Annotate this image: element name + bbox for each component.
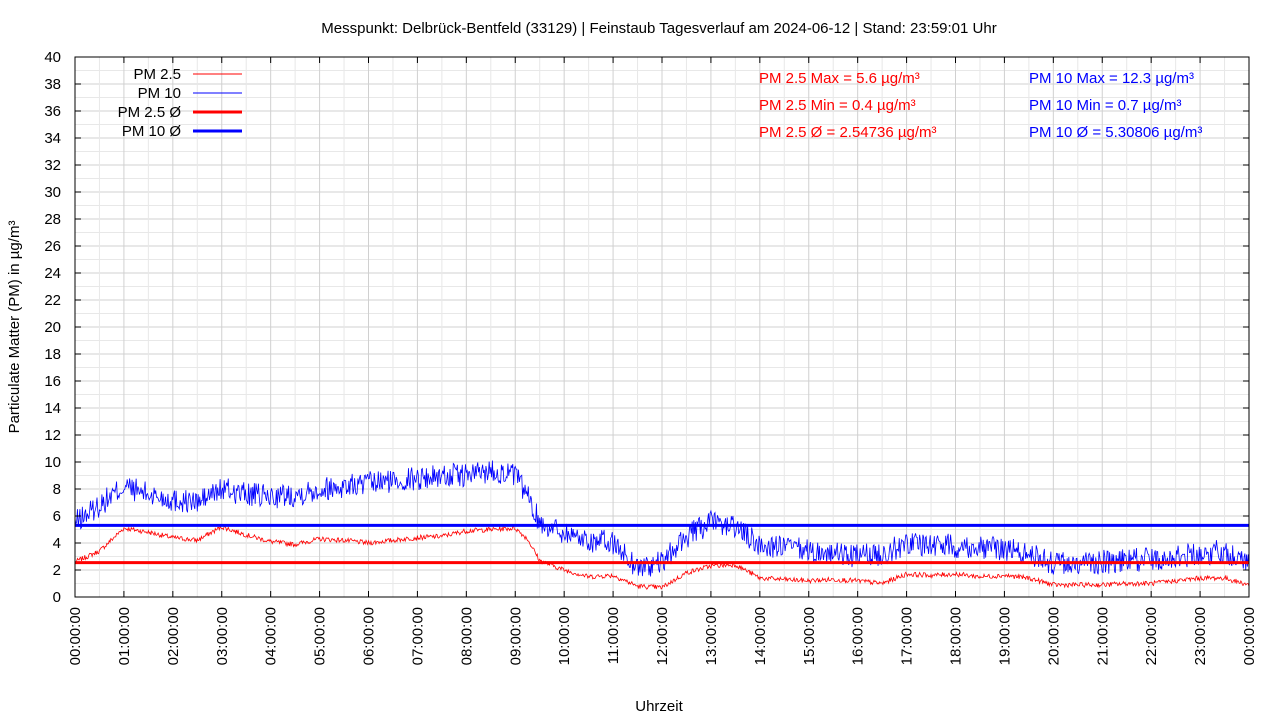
y-tick-label: 16 [44, 373, 61, 390]
stat-pm10-max: PM 10 Max = 12.3 µg/m³ [1029, 70, 1194, 87]
x-tick-label: 00:00:00 [1241, 607, 1258, 665]
stat-pm25-avg: PM 2.5 Ø = 2.54736 µg/m³ [759, 124, 936, 141]
x-tick-label: 14:00:00 [752, 607, 769, 665]
y-tick-label: 36 [44, 103, 61, 120]
x-tick-label: 07:00:00 [409, 607, 426, 665]
x-tick-label: 16:00:00 [850, 607, 867, 665]
stat-pm25-min: PM 2.5 Min = 0.4 µg/m³ [759, 97, 916, 114]
x-axis-label: Uhrzeit [635, 698, 683, 715]
stat-pm25-max: PM 2.5 Max = 5.6 µg/m³ [759, 70, 920, 87]
legend: PM 2.5 PM 10 PM 2.5 Ø PM 10 Ø [118, 66, 242, 140]
y-tick-label: 38 [44, 76, 61, 93]
legend-label-pm10-avg: PM 10 Ø [122, 123, 182, 140]
average-lines [75, 523, 1249, 565]
y-tick-label: 34 [44, 130, 61, 147]
x-tick-label: 08:00:00 [458, 607, 475, 665]
x-tick-label: 10:00:00 [556, 607, 573, 665]
x-tick-label: 11:00:00 [605, 607, 622, 664]
x-tick-label: 17:00:00 [899, 607, 916, 665]
legend-label-pm25: PM 2.5 [133, 66, 181, 83]
x-tick-label: 01:00:00 [116, 607, 133, 665]
y-tick-label: 18 [44, 346, 61, 363]
x-tick-label: 09:00:00 [507, 607, 524, 665]
y-tick-label: 2 [53, 562, 61, 579]
y-tick-label: 26 [44, 238, 61, 255]
x-tick-label: 05:00:00 [312, 607, 329, 665]
legend-label-pm10: PM 10 [138, 85, 181, 102]
x-axis: 00:00:00 01:00:00 02:00:00 03:00:00 04:00:00… [67, 57, 1258, 665]
y-tick-label: 8 [53, 481, 61, 498]
y-axis-label: Particulate Matter (PM) in µg/m³ [6, 221, 23, 434]
legend-label-pm25-avg: PM 2.5 Ø [118, 104, 182, 121]
x-tick-label: 23:00:00 [1192, 607, 1209, 665]
series-line-pm25 [74, 524, 1250, 590]
x-tick-label: 04:00:00 [263, 607, 280, 665]
x-tick-label: 13:00:00 [703, 607, 720, 665]
y-tick-label: 32 [44, 157, 61, 174]
series-layer [74, 460, 1250, 590]
y-tick-label: 22 [44, 292, 61, 309]
chart-title: Messpunkt: Delbrück-Bentfeld (33129) | F… [321, 20, 996, 37]
y-tick-label: 30 [44, 184, 61, 201]
y-tick-label: 10 [44, 454, 61, 471]
x-tick-label: 15:00:00 [801, 607, 818, 665]
y-tick-label: 4 [53, 535, 61, 552]
y-tick-label: 12 [44, 427, 61, 444]
x-tick-label: 22:00:00 [1143, 607, 1160, 665]
y-tick-label: 28 [44, 211, 61, 228]
grid [74, 56, 1250, 598]
x-tick-label: 02:00:00 [165, 607, 182, 665]
stat-pm10-min: PM 10 Min = 0.7 µg/m³ [1029, 97, 1181, 114]
x-tick-label: 18:00:00 [948, 607, 965, 665]
y-tick-label: 0 [53, 589, 61, 606]
y-tick-label: 24 [44, 265, 61, 282]
x-tick-label: 20:00:00 [1045, 607, 1062, 665]
series-line-pm10 [74, 460, 1250, 577]
x-tick-label: 00:00:00 [67, 607, 84, 665]
stats-annotations: PM 2.5 Max = 5.6 µg/m³ PM 2.5 Min = 0.4 … [759, 70, 1202, 141]
y-tick-label: 6 [53, 508, 61, 525]
y-tick-label: 14 [44, 400, 61, 417]
y-tick-label: 20 [44, 319, 61, 336]
stat-pm10-avg: PM 10 Ø = 5.30806 µg/m³ [1029, 124, 1202, 141]
x-tick-label: 06:00:00 [361, 607, 378, 665]
x-tick-label: 21:00:00 [1094, 607, 1111, 665]
y-tick-label: 40 [44, 49, 61, 66]
x-tick-label: 19:00:00 [996, 607, 1013, 665]
x-tick-label: 03:00:00 [214, 607, 231, 665]
x-tick-label: 12:00:00 [654, 607, 671, 665]
